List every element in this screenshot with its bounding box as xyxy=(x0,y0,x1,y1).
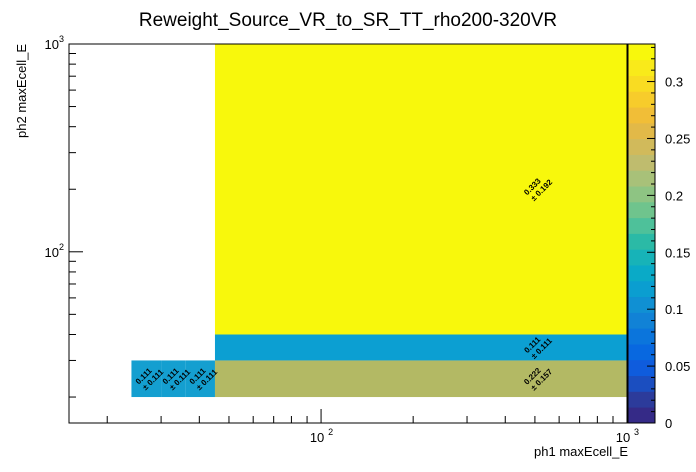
palette-segment xyxy=(628,249,655,266)
palette-segment xyxy=(628,265,655,282)
x-tick-exponent: 3 xyxy=(634,427,639,437)
palette-segment xyxy=(628,186,655,203)
palette-segment xyxy=(628,138,655,155)
heatmap-cell xyxy=(185,360,215,398)
palette-tick-label: 0.3 xyxy=(665,75,683,90)
palette-segment xyxy=(628,391,655,408)
y-tick-label: 10 xyxy=(45,37,59,52)
palette-segment xyxy=(628,359,655,377)
plot-frame xyxy=(68,43,628,424)
x-axis-label: ph1 maxEcell_E xyxy=(534,444,628,459)
x-tick-exponent: 2 xyxy=(328,427,333,437)
heatmap-cells xyxy=(131,44,627,398)
palette-segment xyxy=(628,91,655,108)
color-palette: 0 0.05 0.1 0.15 0.2 0.25 0.3 xyxy=(627,43,690,431)
palette-segment xyxy=(628,280,655,298)
palette-segment xyxy=(628,59,655,76)
x-tick-label: 10 xyxy=(310,430,324,445)
heatmap-cell xyxy=(214,44,627,335)
x-axis-ticks: 10 2 10 3 xyxy=(106,409,639,445)
palette-segment xyxy=(628,154,655,171)
palette-tick-label: 0.1 xyxy=(665,302,683,317)
palette-segment xyxy=(628,328,655,345)
palette-segment xyxy=(628,75,655,92)
heatmap-cell xyxy=(214,360,627,398)
palette-segment xyxy=(628,122,655,140)
x-tick-label: 10 xyxy=(616,430,630,445)
y-axis-label: ph2 maxEcell_E xyxy=(14,44,29,138)
palette-segment xyxy=(628,312,655,329)
palette-segment xyxy=(628,233,655,250)
palette-tick-label: 0.25 xyxy=(665,131,690,146)
heatmap-cell xyxy=(161,360,186,398)
palette-tick-label: 0.2 xyxy=(665,188,683,203)
palette-segment xyxy=(628,107,655,124)
palette-segment xyxy=(628,44,655,61)
heatmap-cell xyxy=(214,334,627,361)
heatmap-cell xyxy=(131,360,162,398)
palette-segment xyxy=(628,375,655,392)
y-tick-exponent: 2 xyxy=(59,242,64,252)
y-tick-exponent: 3 xyxy=(59,34,64,44)
palette-tick-label: 0.05 xyxy=(665,359,690,374)
palette-segment xyxy=(628,170,655,187)
chart-title: Reweight_Source_VR_to_SR_TT_rho200-320VR xyxy=(139,10,557,31)
palette-frame xyxy=(627,43,656,424)
palette-tick-label: 0 xyxy=(665,416,672,431)
y-tick-label: 10 xyxy=(45,245,59,260)
palette-segment xyxy=(628,344,655,361)
palette-segment xyxy=(628,407,655,424)
palette-segment xyxy=(628,296,655,313)
palette-tick-label: 0.15 xyxy=(665,245,690,260)
palette-segment xyxy=(628,201,655,219)
palette-segment xyxy=(628,217,655,234)
